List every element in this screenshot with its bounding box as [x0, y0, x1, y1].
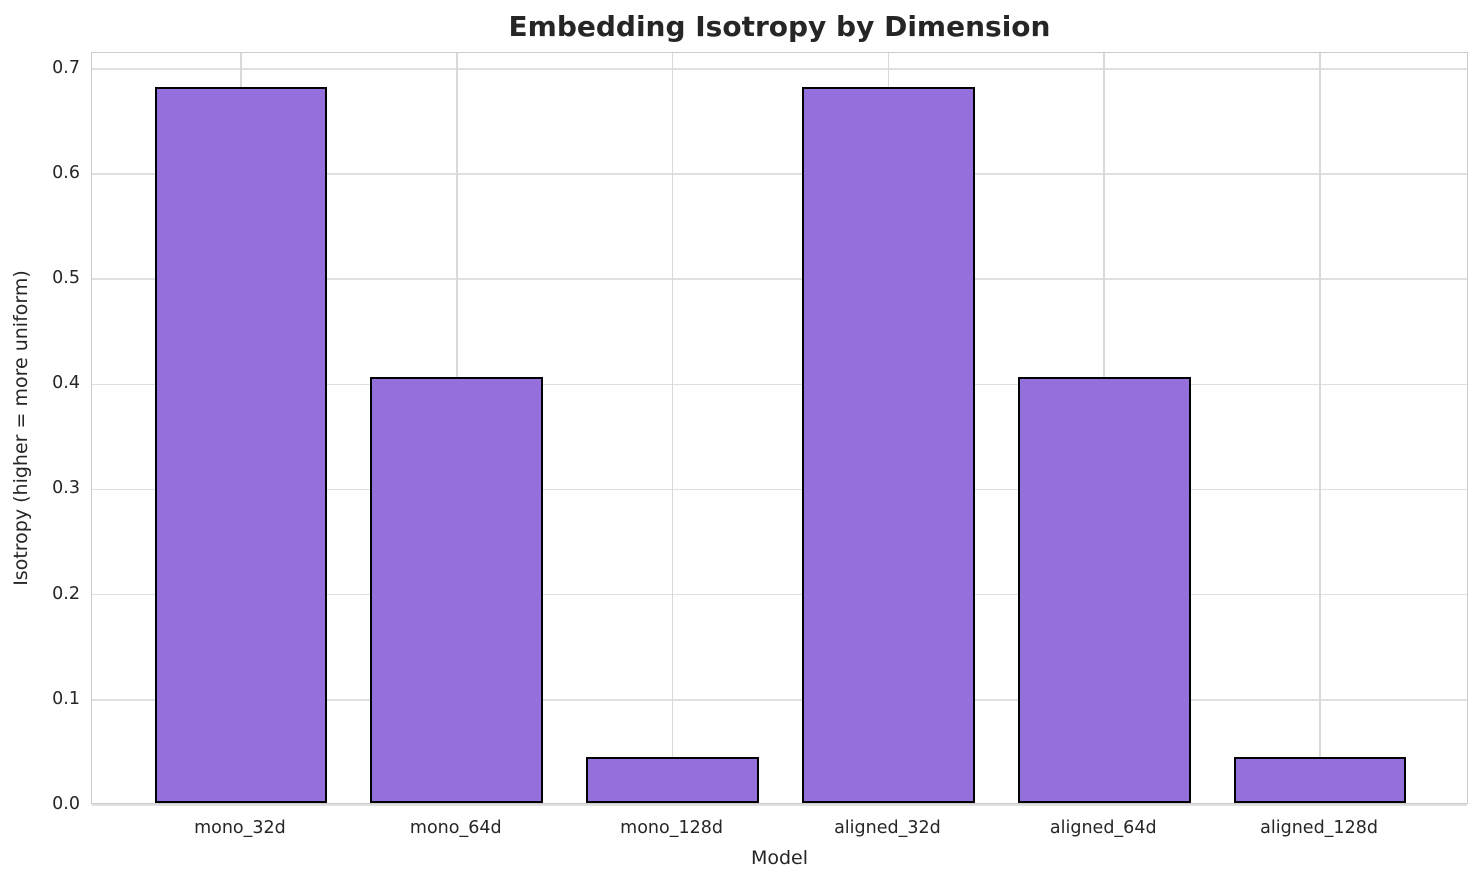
plot-area [91, 52, 1468, 806]
x-tick-label: mono_128d [620, 818, 723, 838]
x-tick-label: aligned_32d [834, 818, 941, 838]
chart-title: Embedding Isotropy by Dimension [508, 10, 1051, 43]
x-tick-label: mono_32d [194, 818, 286, 838]
y-tick-label: 0.6 [52, 162, 80, 183]
h-gridline [92, 488, 1467, 491]
y-tick-label: 0.1 [52, 688, 80, 709]
y-tick-label: 0.4 [52, 373, 80, 394]
bar-aligned_128d [1233, 756, 1407, 803]
x-tick-label: aligned_64d [1049, 818, 1157, 838]
h-gridline [92, 804, 1467, 806]
v-gridline [671, 53, 674, 803]
h-gridline [92, 383, 1467, 386]
y-tick-label: 0.7 [52, 57, 80, 78]
bar-aligned_32d [802, 86, 975, 803]
h-gridline [92, 278, 1467, 280]
y-tick-label: 0.0 [52, 794, 80, 814]
x-tick-label: aligned_128d [1260, 818, 1378, 838]
h-gridline [92, 173, 1467, 175]
y-axis-label: Isotropy (higher = more uniform) [10, 270, 32, 586]
y-tick-label: 0.5 [52, 268, 80, 289]
x-tick-label: mono_64d [409, 818, 502, 838]
bar-aligned_64d [1017, 377, 1191, 803]
bar-mono_128d [586, 756, 759, 803]
bar-mono_32d [154, 86, 328, 803]
x-axis-label: Model [750, 847, 809, 869]
v-gridline [1319, 53, 1321, 803]
h-gridline [92, 68, 1467, 70]
h-gridline [92, 593, 1467, 596]
bar-mono_64d [370, 377, 544, 803]
h-gridline [92, 699, 1467, 701]
y-tick-label: 0.2 [52, 583, 80, 604]
y-tick-label: 0.3 [52, 478, 80, 499]
